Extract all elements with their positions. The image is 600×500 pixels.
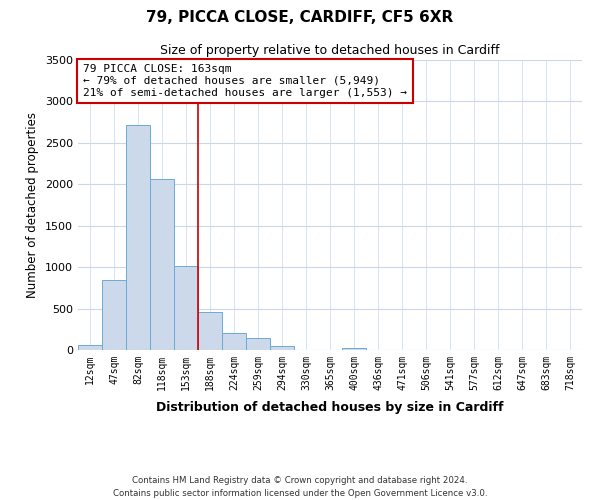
- Text: 79 PICCA CLOSE: 163sqm
← 79% of detached houses are smaller (5,949)
21% of semi-: 79 PICCA CLOSE: 163sqm ← 79% of detached…: [83, 64, 407, 98]
- Text: 79, PICCA CLOSE, CARDIFF, CF5 6XR: 79, PICCA CLOSE, CARDIFF, CF5 6XR: [146, 10, 454, 25]
- Bar: [246, 338, 270, 350]
- X-axis label: Distribution of detached houses by size in Cardiff: Distribution of detached houses by size …: [156, 401, 504, 414]
- Bar: [78, 346, 102, 350]
- Bar: [150, 180, 174, 350]
- Text: Contains HM Land Registry data © Crown copyright and database right 2024.
Contai: Contains HM Land Registry data © Crown c…: [113, 476, 487, 498]
- Bar: [198, 312, 222, 350]
- Bar: [174, 266, 198, 350]
- Bar: [222, 332, 246, 350]
- Y-axis label: Number of detached properties: Number of detached properties: [26, 112, 40, 298]
- Bar: [102, 280, 126, 350]
- Bar: [342, 348, 366, 350]
- Bar: [270, 346, 294, 350]
- Bar: [126, 126, 150, 350]
- Title: Size of property relative to detached houses in Cardiff: Size of property relative to detached ho…: [160, 44, 500, 58]
